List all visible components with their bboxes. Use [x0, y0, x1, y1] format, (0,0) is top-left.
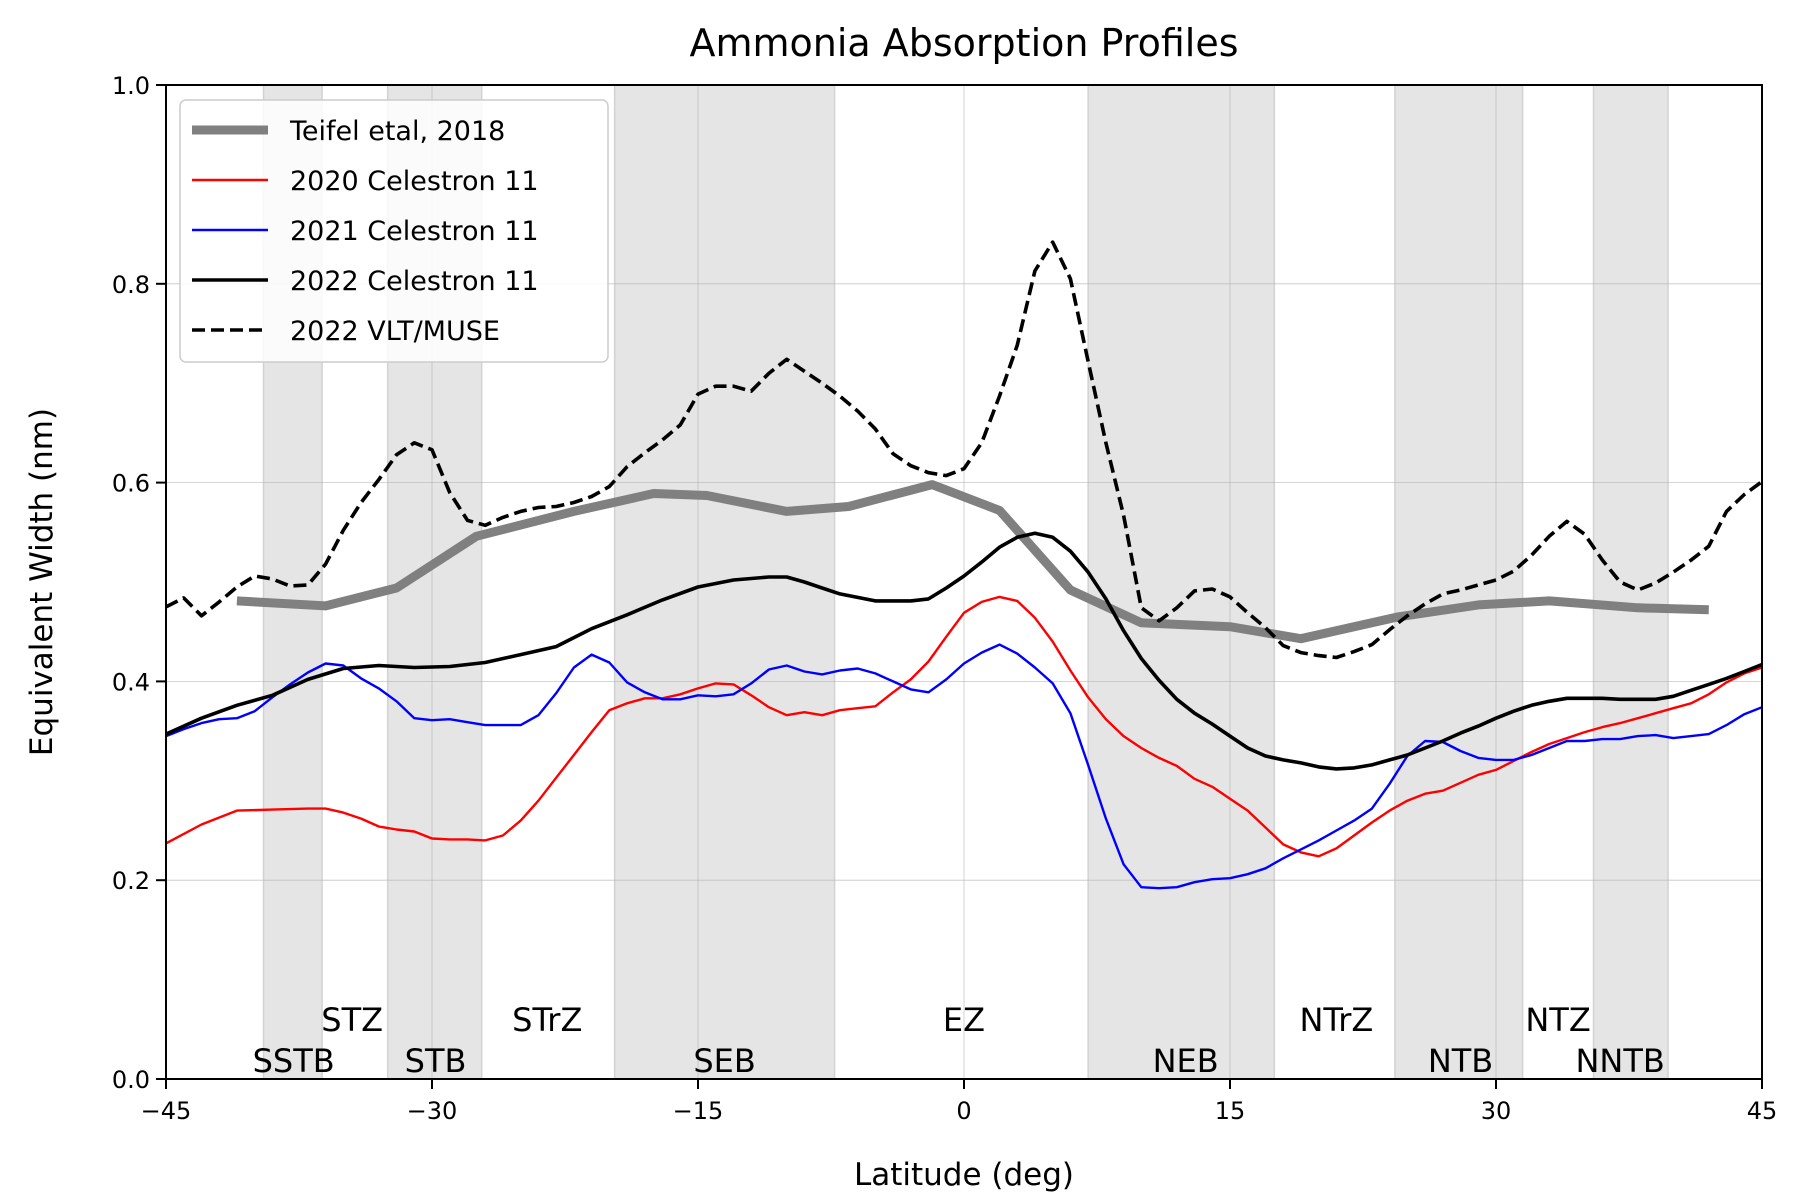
belt-band-4 — [1394, 84, 1524, 1080]
belt-band-3 — [1087, 84, 1276, 1080]
x-tick-label: −45 — [141, 1097, 192, 1125]
x-tick-label: 15 — [1215, 1097, 1246, 1125]
x-axis-label: Latitude (deg) — [854, 1157, 1074, 1193]
x-tick-label: −15 — [673, 1097, 724, 1125]
zone-label-stz: STZ — [321, 1001, 383, 1039]
legend-label-0: Teifel etal, 2018 — [289, 116, 505, 147]
legend-label-1: 2020 Celestron 11 — [290, 166, 539, 197]
legend: Teifel etal, 2018 2020 Celestron 11 2021 C… — [179, 99, 609, 363]
x-tick-label: 45 — [1747, 1097, 1778, 1125]
series-line-0 — [236, 480, 1709, 644]
zone-label-ntz: NTZ — [1525, 1001, 1590, 1039]
zone-label-seb: SEB — [693, 1042, 755, 1080]
y-tick-label: 0.6 — [112, 470, 150, 498]
y-tick-label: 0.8 — [112, 271, 150, 299]
chart-title: Ammonia Absorption Profiles — [689, 21, 1238, 65]
zone-label-ntb: NTB — [1428, 1042, 1493, 1080]
plot-area — [166, 240, 1762, 890]
axis-ticks: −45 −30 −15 0 15 30 45 0.0 0.2 0.4 0.6 0.8 1.0 — [112, 72, 1777, 1125]
x-tick-label: −30 — [407, 1097, 458, 1125]
series-line-4 — [166, 240, 1762, 660]
y-tick-label: 0.2 — [112, 867, 150, 895]
zone-label-neb: NEB — [1153, 1042, 1219, 1080]
x-tick-label: 30 — [1481, 1097, 1512, 1125]
y-tick-label: 0.0 — [112, 1066, 150, 1094]
legend-label-2: 2021 Celestron 11 — [290, 216, 539, 247]
zone-label-stb: STB — [405, 1042, 467, 1080]
series-line-1 — [166, 595, 1762, 858]
series-line-3 — [166, 531, 1762, 771]
y-axis-label: Equivalent Width (nm) — [24, 408, 60, 756]
y-tick-label: 1.0 — [112, 72, 150, 100]
series-line-2 — [166, 643, 1762, 890]
x-tick-label: 0 — [956, 1097, 971, 1125]
y-tick-label: 0.4 — [112, 668, 150, 696]
zone-label-nntb: NNTB — [1575, 1042, 1664, 1080]
zone-label-strz: STrZ — [512, 1001, 582, 1039]
legend-label-4: 2022 VLT/MUSE — [290, 316, 500, 347]
legend-box — [179, 99, 609, 363]
zone-label-sstb: SSTB — [253, 1042, 335, 1080]
series-lines — [166, 240, 1762, 890]
legend-label-3: 2022 Celestron 11 — [290, 266, 539, 297]
zone-label-ez: EZ — [943, 1001, 985, 1039]
zone-label-ntrz: NTrZ — [1299, 1001, 1373, 1039]
belt-band-5 — [1592, 84, 1669, 1080]
